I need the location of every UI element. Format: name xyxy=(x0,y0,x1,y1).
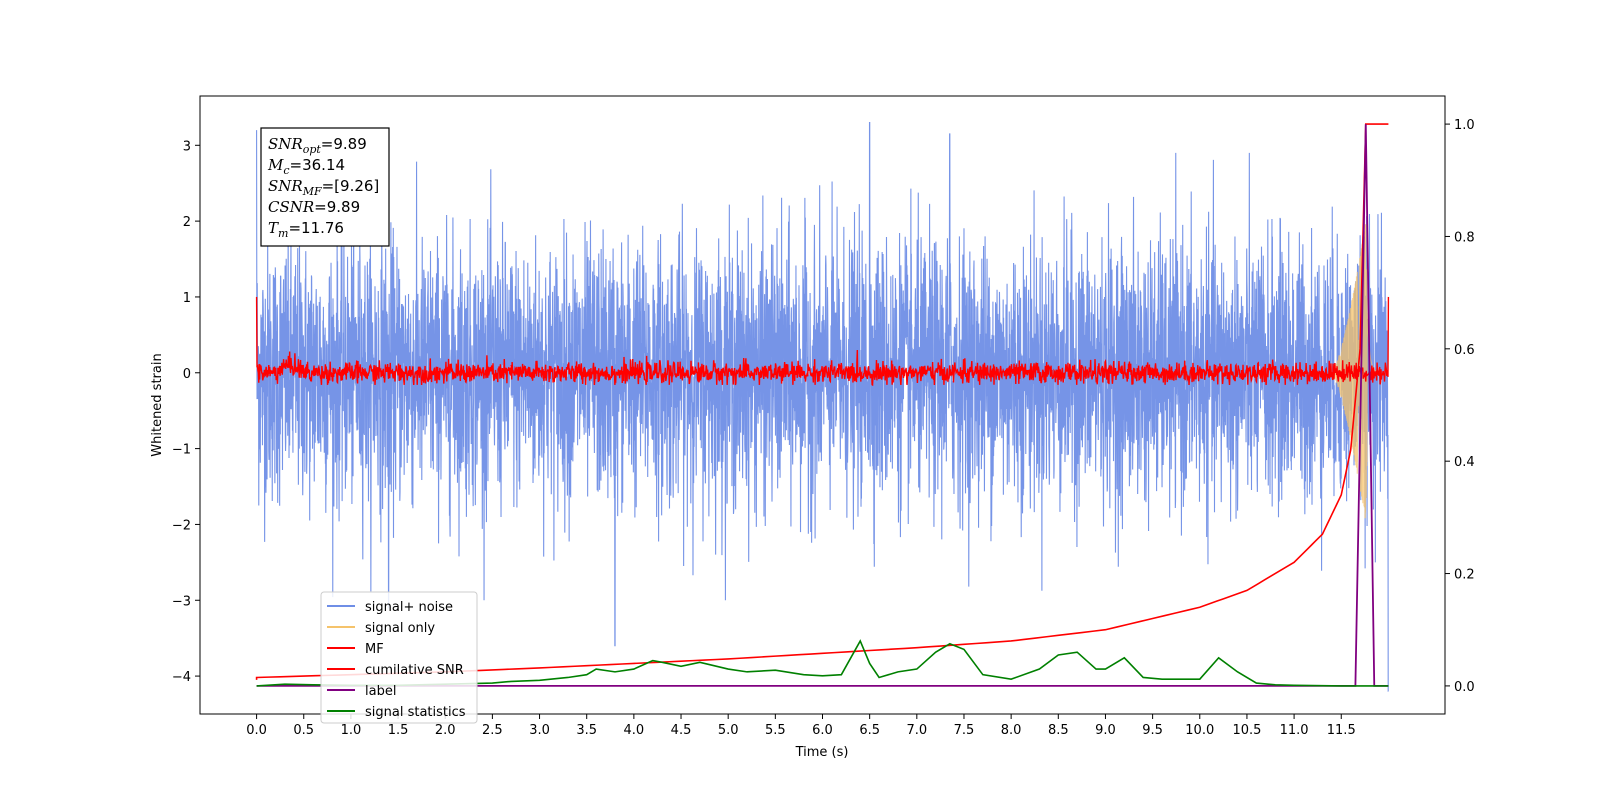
legend-entry: label xyxy=(365,684,396,699)
series-cumulative-snr xyxy=(255,123,1389,680)
x-tick-label: 3.5 xyxy=(576,723,597,738)
y2-tick-label: 0.6 xyxy=(1454,343,1475,358)
x-tick-label: 10.0 xyxy=(1185,723,1214,738)
x-axis-label: Time (s) xyxy=(795,745,849,760)
y2-tick-label: 0.2 xyxy=(1454,568,1475,583)
x-tick-label: 7.5 xyxy=(954,723,975,738)
series-mf xyxy=(255,296,1390,387)
x-tick-label: 11.0 xyxy=(1280,723,1309,738)
x-tick-label: 0.0 xyxy=(246,723,267,738)
x-tick-label: 9.5 xyxy=(1142,723,1163,738)
annotation-line: SNRMF=[9.26] xyxy=(268,177,379,198)
legend: signal+ noise signal only MF cumilative SNR… xyxy=(320,591,478,724)
y2-axis-ticks: 1.0 0.8 0.6 0.4 0.2 0.0 xyxy=(1445,118,1475,695)
x-axis-ticks: 0.0 0.5 1.0 1.5 2.0 2.5 3.0 3.5 4.0 4.5 5.0 5.5 6.0 6… xyxy=(246,714,1356,738)
y-axis-ticks: 3 2 1 0 −1 −2 −3 −4 xyxy=(172,139,200,685)
x-tick-label: 4.0 xyxy=(624,723,645,738)
annotation-box: SNRopt=9.89Mc=36.14SNRMF=[9.26]CSNR=9.89… xyxy=(260,127,390,247)
legend-entry: signal+ noise xyxy=(365,600,453,615)
y2-tick-label: 0.4 xyxy=(1454,455,1475,470)
legend-entry: MF xyxy=(365,642,384,657)
y-tick-label: 0 xyxy=(183,367,191,382)
annotation-frame xyxy=(260,127,390,247)
y2-tick-label: 1.0 xyxy=(1454,118,1475,133)
annotation-line: SNRopt=9.89 xyxy=(268,135,367,156)
y-tick-label: 3 xyxy=(183,139,191,154)
x-tick-label: 1.5 xyxy=(388,723,409,738)
series-signal-noise xyxy=(256,121,1389,692)
y-tick-label: 2 xyxy=(183,215,191,230)
x-tick-label: 6.0 xyxy=(812,723,833,738)
x-tick-label: 8.5 xyxy=(1048,723,1069,738)
x-tick-label: 5.5 xyxy=(765,723,786,738)
y2-tick-label: 0.8 xyxy=(1454,230,1475,245)
legend-entry: signal only xyxy=(365,621,435,636)
legend-entry: signal statistics xyxy=(365,705,466,720)
x-tick-label: 11.5 xyxy=(1327,723,1356,738)
x-tick-label: 2.0 xyxy=(435,723,456,738)
x-tick-label: 7.0 xyxy=(906,723,927,738)
x-tick-label: 2.5 xyxy=(482,723,503,738)
y-tick-label: −3 xyxy=(172,594,191,609)
y-axis-label: Whitened strain xyxy=(150,353,165,456)
x-tick-label: 6.5 xyxy=(859,723,880,738)
x-tick-label: 4.5 xyxy=(671,723,692,738)
y-tick-label: −2 xyxy=(172,518,191,533)
legend-entry: cumilative SNR xyxy=(365,663,464,678)
plot-area: 0.0 0.5 1.0 1.5 2.0 2.5 3.0 3.5 4.0 4.5 5.0 5.5 6.0 6… xyxy=(172,95,1475,738)
x-tick-label: 0.5 xyxy=(293,723,314,738)
legend-frame xyxy=(320,591,478,724)
y2-tick-label: 0.0 xyxy=(1454,680,1475,695)
x-tick-label: 3.0 xyxy=(529,723,550,738)
y-tick-label: −4 xyxy=(172,670,191,685)
series-signal-statistics xyxy=(256,639,1389,687)
x-tick-label: 9.0 xyxy=(1095,723,1116,738)
y-tick-label: −1 xyxy=(172,443,191,458)
x-tick-label: 8.0 xyxy=(1001,723,1022,738)
x-tick-label: 1.0 xyxy=(341,723,362,738)
annotation-line: Mc=36.14 xyxy=(267,156,345,177)
legend-items: signal+ noise signal only MF cumilative SNR… xyxy=(327,600,466,720)
annotation-line: CSNR=9.89 xyxy=(268,198,360,216)
y-tick-label: 1 xyxy=(183,291,191,306)
series-layer xyxy=(255,121,1390,692)
annotation-lines: SNRopt=9.89Mc=36.14SNRMF=[9.26]CSNR=9.89… xyxy=(267,135,379,240)
annotation-line: Tm=11.76 xyxy=(268,219,344,240)
x-tick-label: 10.5 xyxy=(1232,723,1261,738)
x-tick-label: 5.0 xyxy=(718,723,739,738)
